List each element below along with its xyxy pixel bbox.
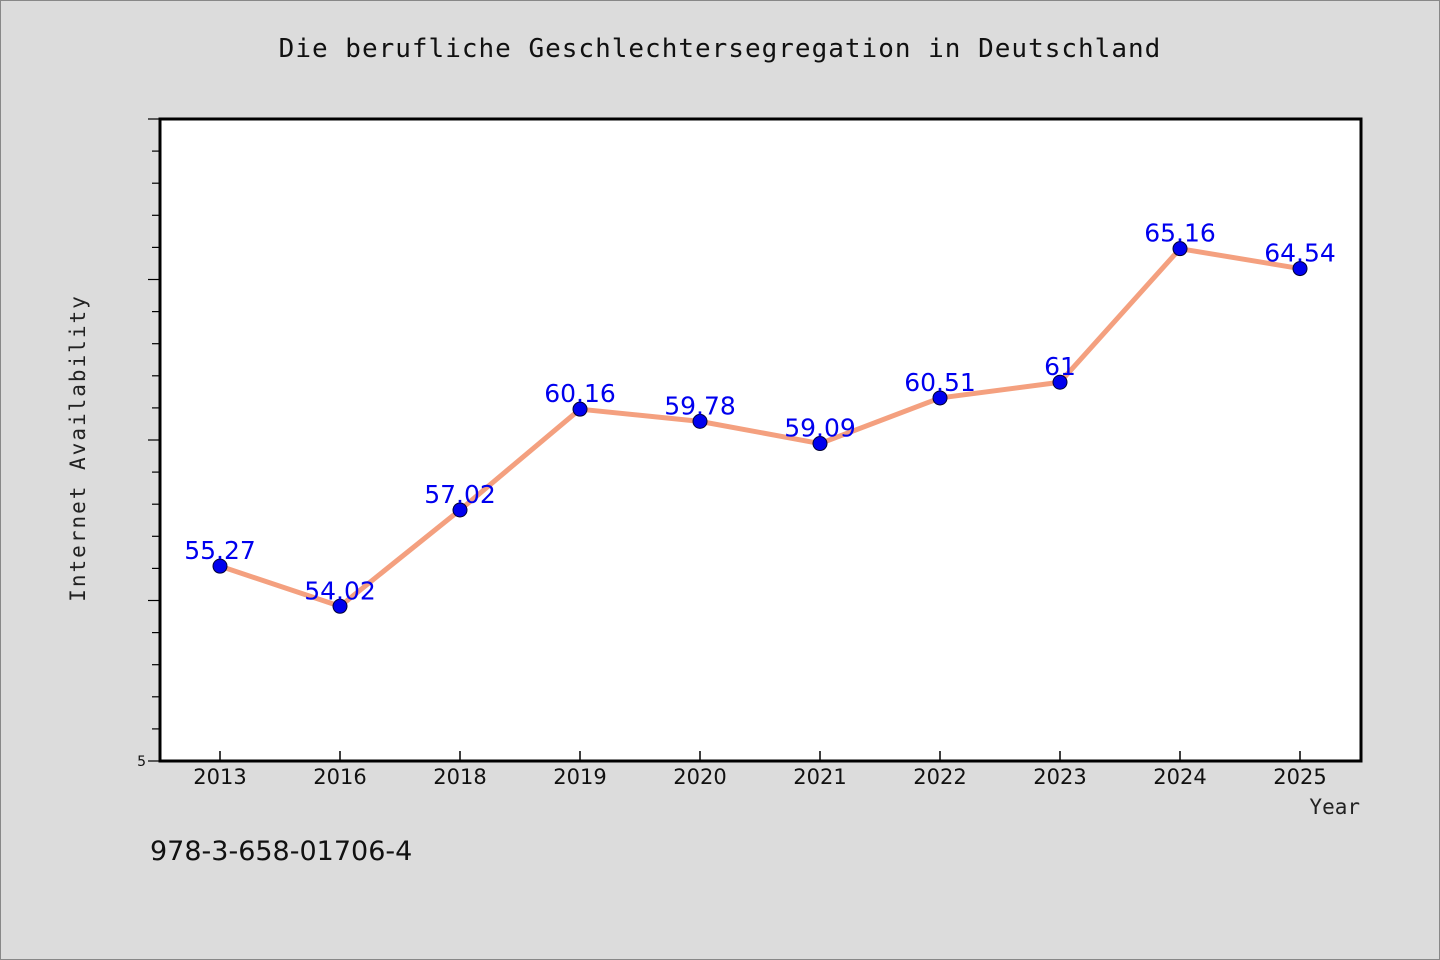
y-tick-label: 5 — [137, 754, 146, 770]
series-line — [217, 246, 1303, 609]
data-markers — [212, 241, 1308, 614]
x-tick-label: 2024 — [1153, 765, 1206, 789]
y-axis-label: Internet Availability — [66, 294, 90, 602]
x-tick-label: 2025 — [1273, 765, 1326, 789]
data-label: 64.54 — [1264, 239, 1336, 268]
data-point — [572, 401, 588, 417]
data-label: 60.51 — [904, 368, 976, 397]
data-label: 54.02 — [304, 576, 376, 605]
x-tick-label: 2020 — [673, 765, 726, 789]
data-point — [332, 598, 348, 614]
data-point — [1052, 374, 1068, 390]
x-tick-label: 2016 — [313, 765, 366, 789]
x-tick-label: 2021 — [793, 765, 846, 789]
y-axis-tick-labels: 5 — [137, 754, 146, 770]
x-tick-label: 2018 — [433, 765, 486, 789]
x-axis-label: Year — [1309, 795, 1360, 819]
isbn-text: 978-3-658-01706-4 — [150, 836, 413, 867]
data-point — [1172, 241, 1188, 257]
y-axis-ticks — [148, 118, 160, 762]
data-label: 59.78 — [664, 391, 736, 420]
data-label: 61 — [1044, 352, 1076, 381]
data-point — [812, 436, 828, 452]
x-tick-label: 2023 — [1033, 765, 1086, 789]
data-label: 59.09 — [784, 414, 856, 443]
data-label: 57.02 — [424, 480, 496, 509]
data-label: 60.16 — [544, 379, 616, 408]
plot-area — [158, 117, 1363, 763]
x-axis-ticks — [219, 751, 1301, 761]
x-tick-label: 2019 — [553, 765, 606, 789]
chart-title: Die berufliche Geschlechtersegregation i… — [278, 34, 1162, 64]
data-label: 55.27 — [184, 536, 256, 565]
data-point — [692, 413, 708, 429]
x-tick-label: 2022 — [913, 765, 966, 789]
data-point — [1292, 261, 1308, 277]
data-point — [452, 502, 468, 518]
data-label: 65.16 — [1144, 219, 1216, 248]
data-point — [932, 390, 948, 406]
data-labels: 55.27 54.02 57.02 60.16 59.78 59.09 60.51 61 65.… — [184, 219, 1336, 606]
x-axis-tick-labels: 2013 2016 2018 2019 2020 2021 2022 2023 2024 2025 — [193, 765, 1326, 789]
x-tick-label: 2013 — [193, 765, 246, 789]
data-point — [212, 558, 228, 574]
